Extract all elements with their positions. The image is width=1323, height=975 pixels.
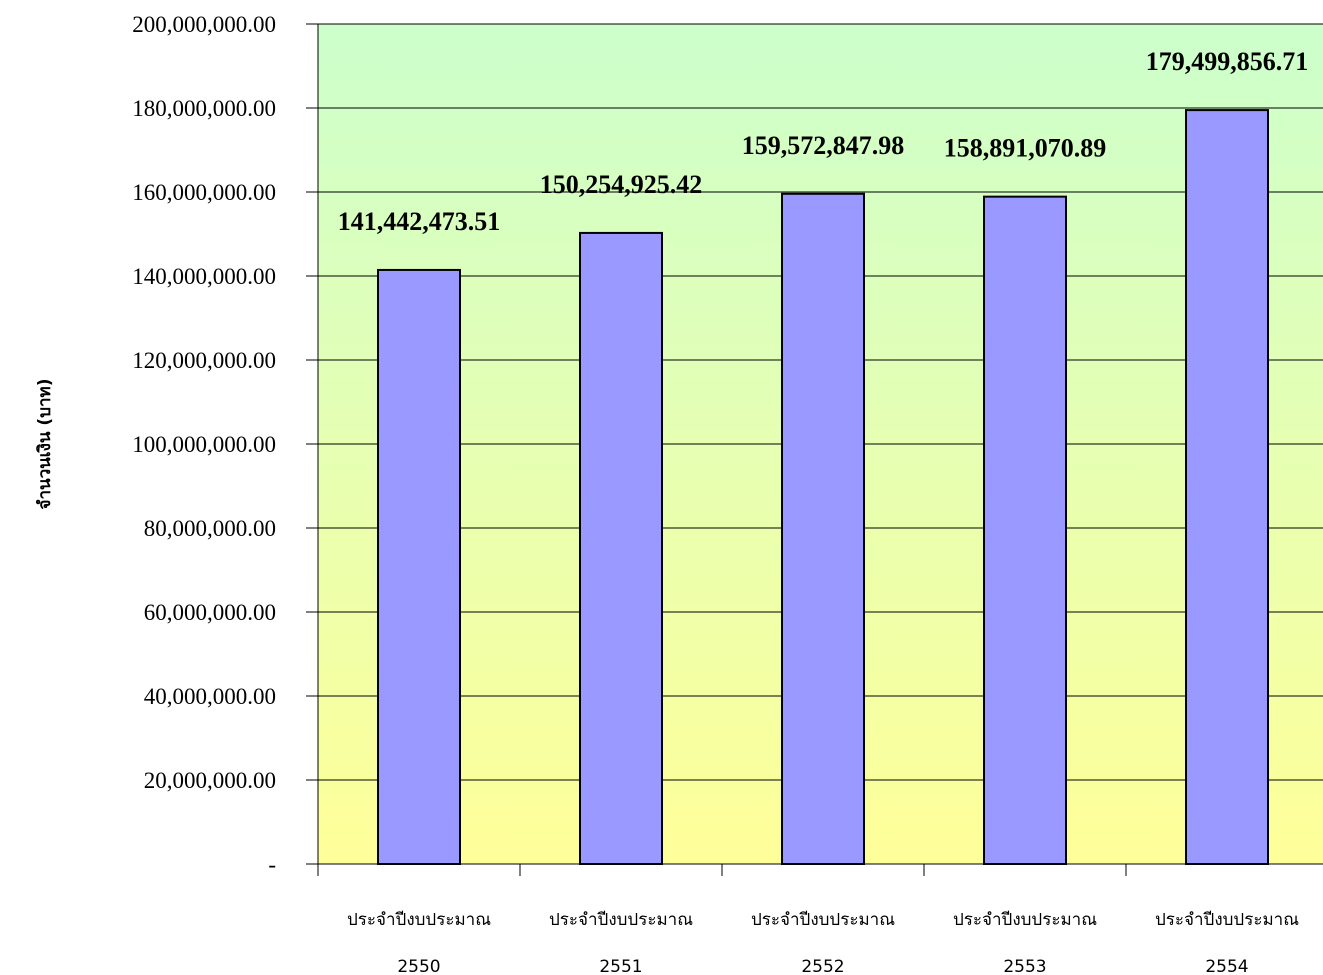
category-year: 2550 — [397, 957, 440, 975]
y-tick-label: 200,000,000.00 — [132, 12, 276, 37]
bar — [781, 192, 865, 865]
data-label: 141,442,473.51 — [338, 207, 501, 236]
category-year: 2553 — [1003, 957, 1046, 975]
category-year: 2551 — [599, 957, 642, 975]
bar — [377, 268, 461, 866]
bar — [983, 195, 1067, 865]
data-labels: 141,442,473.51 150,254,925.42 159,572,847.… — [338, 47, 1309, 236]
y-tick-label: 40,000,000.00 — [144, 684, 276, 709]
y-tick-label: 60,000,000.00 — [144, 600, 276, 625]
bar — [579, 231, 663, 865]
category-label: ประจำปีงบประมาณ — [953, 910, 1097, 930]
data-label: 159,572,847.98 — [742, 131, 905, 160]
y-tick-label: 180,000,000.00 — [132, 96, 276, 121]
category-year: 2554 — [1205, 957, 1248, 975]
axes — [306, 23, 1323, 876]
data-label: 179,499,856.71 — [1146, 47, 1309, 76]
category-label: ประจำปีงบประมาณ — [1155, 910, 1299, 930]
y-tick-label: 160,000,000.00 — [132, 180, 276, 205]
y-axis-title: จำนวนเงิน (บาท) — [35, 378, 55, 509]
y-tick-label: 120,000,000.00 — [132, 348, 276, 373]
y-tick-label: 140,000,000.00 — [132, 264, 276, 289]
y-tick-labels: - 20,000,000.00 40,000,000.00 60,000,000.00… — [132, 12, 276, 877]
data-label: 150,254,925.42 — [540, 170, 703, 199]
y-tick-label: 80,000,000.00 — [144, 516, 276, 541]
y-tick-label: 100,000,000.00 — [132, 432, 276, 457]
y-tick-label: - — [268, 852, 276, 877]
category-label: ประจำปีงบประมาณ — [751, 910, 895, 930]
bar — [1185, 109, 1269, 866]
category-label: ประจำปีงบประมาณ — [549, 910, 693, 930]
bars — [377, 109, 1269, 866]
data-label: 158,891,070.89 — [944, 134, 1107, 163]
category-label: ประจำปีงบประมาณ — [347, 910, 491, 930]
category-labels: ประจำปีงบประมาณ 2550 ประจำปีงบประมาณ 2551 ปร… — [347, 910, 1299, 975]
category-year: 2552 — [801, 957, 844, 975]
y-tick-label: 20,000,000.00 — [144, 768, 276, 793]
